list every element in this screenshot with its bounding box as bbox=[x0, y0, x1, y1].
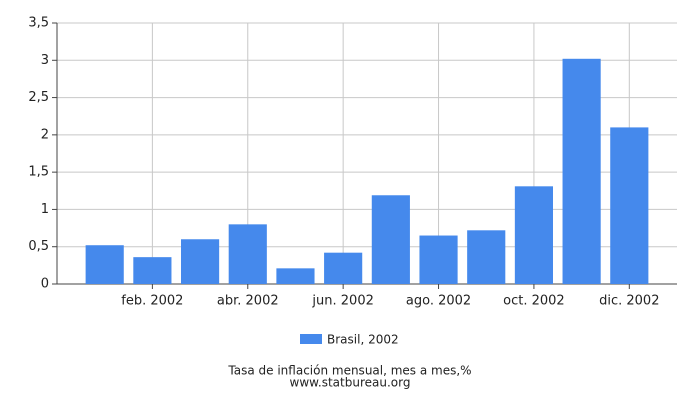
y-tick-label: 3 bbox=[41, 53, 49, 68]
bar bbox=[562, 58, 601, 285]
y-tick-label: 0 bbox=[41, 277, 49, 292]
bar bbox=[85, 245, 124, 284]
legend-label: Brasil, 2002 bbox=[327, 333, 399, 347]
x-tick-label: jun. 2002 bbox=[311, 294, 373, 309]
y-tick-label: 1 bbox=[41, 202, 49, 217]
x-tick-label: dic. 2002 bbox=[599, 294, 659, 309]
y-tick-label: 2 bbox=[41, 127, 49, 142]
bar bbox=[514, 186, 553, 284]
y-tick-label: 1,5 bbox=[28, 165, 49, 180]
x-tick-label: oct. 2002 bbox=[503, 294, 565, 309]
y-tick-label: 0,5 bbox=[28, 239, 49, 254]
bar bbox=[276, 268, 315, 284]
bar bbox=[181, 239, 220, 284]
chart-title: Tasa de inflación mensual, mes a mes,% bbox=[227, 364, 471, 378]
bar bbox=[371, 195, 410, 284]
bar bbox=[324, 252, 363, 284]
bar bbox=[133, 257, 172, 284]
y-tick-label: 2,5 bbox=[28, 90, 49, 105]
bar bbox=[467, 230, 506, 284]
bar bbox=[419, 235, 458, 284]
x-tick-label: feb. 2002 bbox=[121, 294, 183, 309]
x-tick-label: abr. 2002 bbox=[217, 294, 279, 309]
bar bbox=[228, 224, 267, 284]
legend-swatch bbox=[300, 334, 322, 344]
bar bbox=[610, 127, 649, 285]
x-tick-label: ago. 2002 bbox=[406, 294, 471, 309]
y-tick-label: 3,5 bbox=[28, 16, 49, 31]
source: www.statbureau.org bbox=[290, 376, 411, 390]
